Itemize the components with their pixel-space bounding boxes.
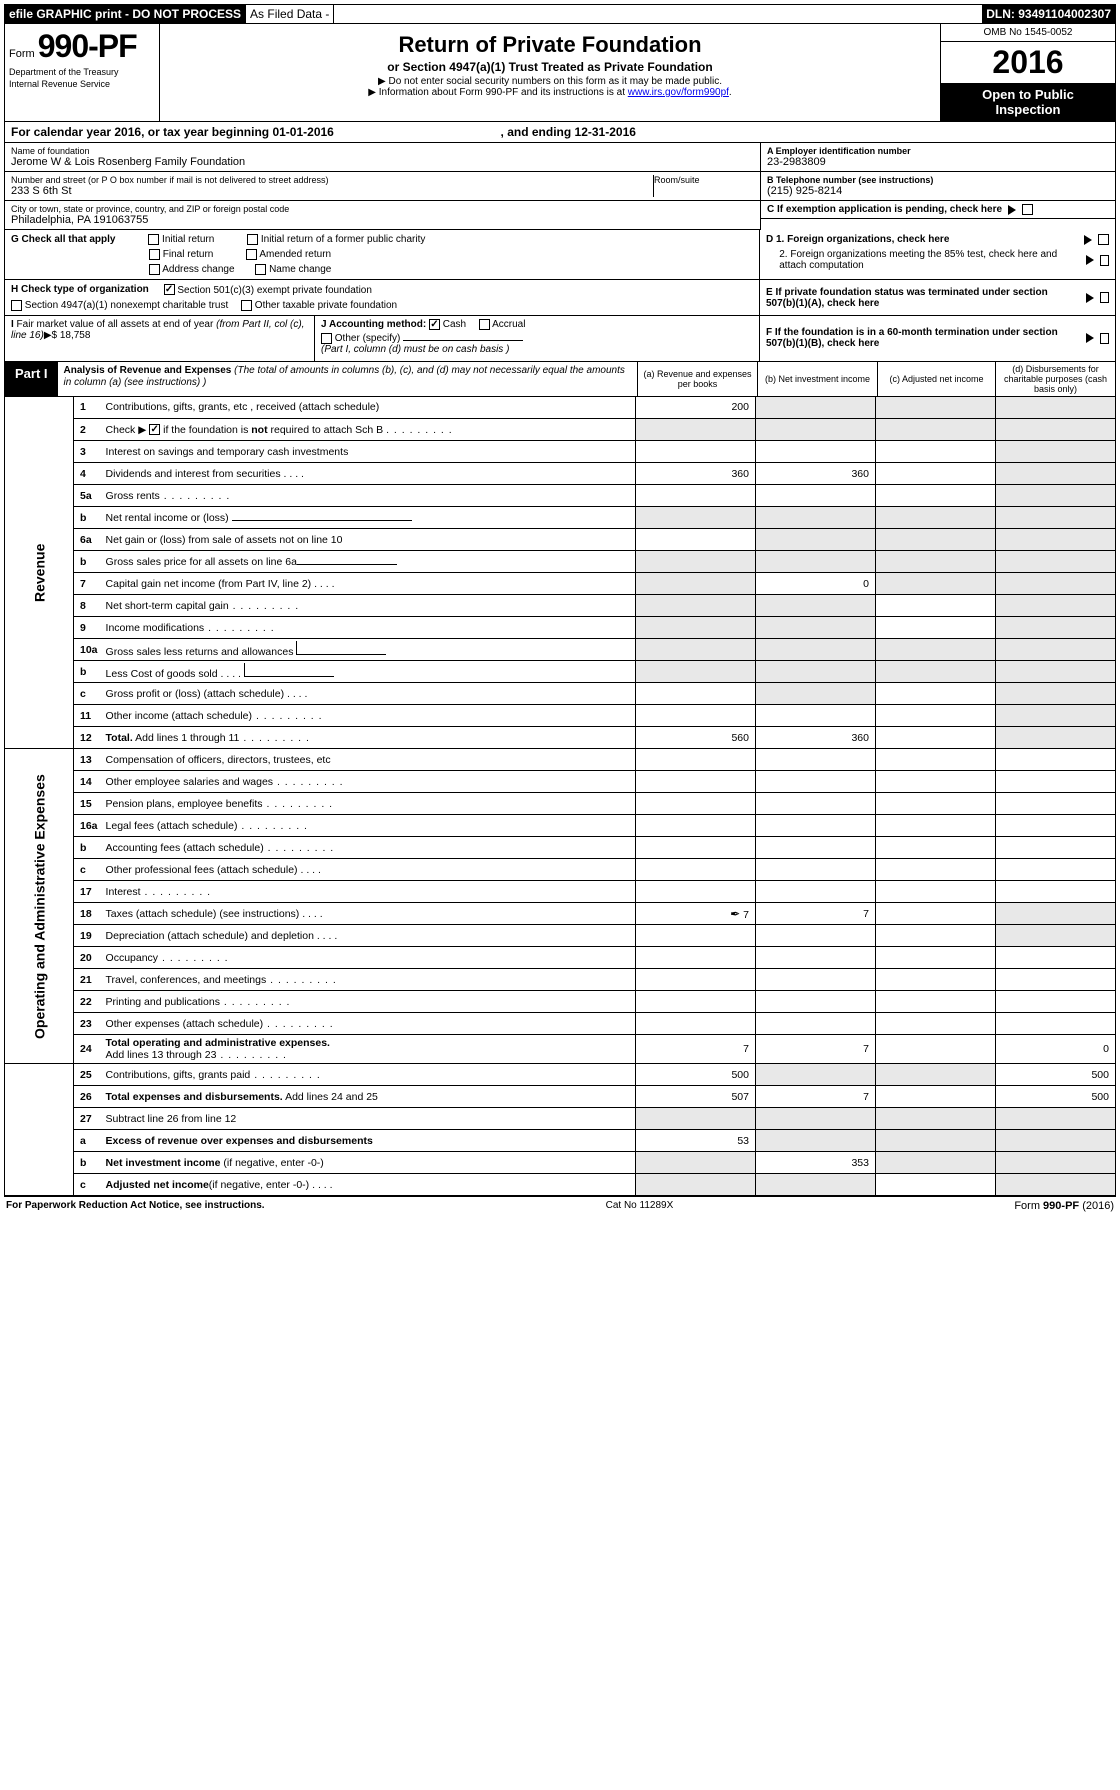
table-row: 23Other expenses (attach schedule) <box>5 1013 1116 1035</box>
table-row: 10aGross sales less returns and allowanc… <box>5 639 1116 661</box>
col-d-header: (d) Disbursements for charitable purpose… <box>995 362 1115 396</box>
table-row: 7Capital gain net income (from Part IV, … <box>5 573 1116 595</box>
checkbox-initial-former[interactable] <box>247 234 258 245</box>
table-row: 16aLegal fees (attach schedule) <box>5 815 1116 837</box>
table-row: bNet investment income (if negative, ent… <box>5 1152 1116 1174</box>
city-state-zip: Philadelphia, PA 191063755 <box>11 214 754 226</box>
table-row: 17Interest <box>5 881 1116 903</box>
checkbox-d1[interactable] <box>1098 234 1109 245</box>
table-row: bAccounting fees (attach schedule) <box>5 837 1116 859</box>
arrow-icon <box>1084 235 1092 245</box>
checkbox-accrual[interactable] <box>479 319 490 330</box>
table-row: 15Pension plans, employee benefits <box>5 793 1116 815</box>
fmv-value: 18,758 <box>60 330 91 341</box>
top-bar: efile GRAPHIC print - DO NOT PROCESS As … <box>4 4 1116 24</box>
efile-notice: efile GRAPHIC print - DO NOT PROCESS <box>5 5 246 23</box>
form-header: Form 990-PF Department of the Treasury I… <box>4 24 1116 122</box>
checkbox-d2[interactable] <box>1100 255 1109 266</box>
arrow-icon <box>1086 293 1094 303</box>
table-row: 19Depreciation (attach schedule) and dep… <box>5 925 1116 947</box>
part-1-header: Part I Analysis of Revenue and Expenses … <box>4 362 1116 397</box>
table-row: Operating and Administrative Expenses 13… <box>5 749 1116 771</box>
table-row: 20Occupancy <box>5 947 1116 969</box>
checkbox-other-taxable[interactable] <box>241 300 252 311</box>
table-row: 26Total expenses and disbursements. Add … <box>5 1086 1116 1108</box>
checkbox-cash[interactable] <box>429 319 440 330</box>
arrow-icon <box>1086 255 1094 265</box>
col-a-header: (a) Revenue and expenses per books <box>637 362 757 396</box>
part-1-table: Revenue 1Contributions, gifts, grants, e… <box>4 397 1116 1197</box>
checkbox-4947a1[interactable] <box>11 300 22 311</box>
calendar-year-row: For calendar year 2016, or tax year begi… <box>4 122 1116 143</box>
irs-link[interactable]: www.irs.gov/form990pf <box>628 87 729 98</box>
table-row: 2Check ▶ if the foundation is not requir… <box>5 419 1116 441</box>
foundation-name: Jerome W & Lois Rosenberg Family Foundat… <box>11 156 754 168</box>
checkbox-other-method[interactable] <box>321 333 332 344</box>
table-row: cGross profit or (loss) (attach schedule… <box>5 683 1116 705</box>
arrow-icon <box>1008 205 1016 215</box>
section-g-d: G Check all that apply Initial return In… <box>4 230 1116 280</box>
checkbox-initial-return[interactable] <box>148 234 159 245</box>
table-row: 24Total operating and administrative exp… <box>5 1035 1116 1064</box>
table-row: 12Total. Add lines 1 through 11560360 <box>5 727 1116 749</box>
table-row: 18Taxes (attach schedule) (see instructi… <box>5 903 1116 925</box>
checkbox-sch-b[interactable] <box>149 424 160 435</box>
page-footer: For Paperwork Reduction Act Notice, see … <box>4 1196 1116 1215</box>
table-row: 9Income modifications <box>5 617 1116 639</box>
ein: 23-2983809 <box>767 156 1109 168</box>
table-row: 8Net short-term capital gain <box>5 595 1116 617</box>
checkbox-c[interactable] <box>1022 204 1033 215</box>
table-row: 5aGross rents <box>5 485 1116 507</box>
table-row: aExcess of revenue over expenses and dis… <box>5 1130 1116 1152</box>
checkbox-amended[interactable] <box>246 249 257 260</box>
form-title: Return of Private Foundation <box>164 32 936 58</box>
attachment-icon[interactable]: ✒ <box>730 907 740 921</box>
checkbox-501c3[interactable] <box>164 284 175 295</box>
table-row: 21Travel, conferences, and meetings <box>5 969 1116 991</box>
table-row: 14Other employee salaries and wages <box>5 771 1116 793</box>
checkbox-final-return[interactable] <box>149 249 160 260</box>
table-row: 6aNet gain or (loss) from sale of assets… <box>5 529 1116 551</box>
checkbox-f[interactable] <box>1100 333 1109 344</box>
dln: DLN: 93491104002307 <box>982 5 1115 23</box>
form-title-block: Return of Private Foundation or Section … <box>160 24 940 121</box>
section-i-j-f: I Fair market value of all assets at end… <box>4 316 1116 362</box>
table-row: bLess Cost of goods sold <box>5 661 1116 683</box>
table-row: 25Contributions, gifts, grants paid50050… <box>5 1064 1116 1086</box>
col-c-header: (c) Adjusted net income <box>877 362 995 396</box>
col-b-header: (b) Net investment income <box>757 362 877 396</box>
arrow-icon <box>1086 333 1094 343</box>
table-row: 11Other income (attach schedule) <box>5 705 1116 727</box>
phone: (215) 925-8214 <box>767 185 1109 197</box>
street-address: 233 S 6th St <box>11 185 653 197</box>
form-number-block: Form 990-PF Department of the Treasury I… <box>5 24 160 121</box>
table-row: Revenue 1Contributions, gifts, grants, e… <box>5 397 1116 419</box>
as-filed: As Filed Data - <box>246 5 334 23</box>
table-row: 3Interest on savings and temporary cash … <box>5 441 1116 463</box>
year-block: OMB No 1545-0052 2016 Open to Public Ins… <box>940 24 1115 121</box>
table-row: cAdjusted net income(if negative, enter … <box>5 1174 1116 1196</box>
entity-info: Name of foundation Jerome W & Lois Rosen… <box>4 143 1116 230</box>
table-row: 22Printing and publications <box>5 991 1116 1013</box>
table-row: bNet rental income or (loss) <box>5 507 1116 529</box>
checkbox-name-change[interactable] <box>255 264 266 275</box>
table-row: cOther professional fees (attach schedul… <box>5 859 1116 881</box>
table-row: 27Subtract line 26 from line 12 <box>5 1108 1116 1130</box>
table-row: bGross sales price for all assets on lin… <box>5 551 1116 573</box>
section-h-e: H Check type of organization Section 501… <box>4 280 1116 315</box>
checkbox-e[interactable] <box>1100 292 1109 303</box>
checkbox-address-change[interactable] <box>149 264 160 275</box>
table-row: 4Dividends and interest from securities3… <box>5 463 1116 485</box>
